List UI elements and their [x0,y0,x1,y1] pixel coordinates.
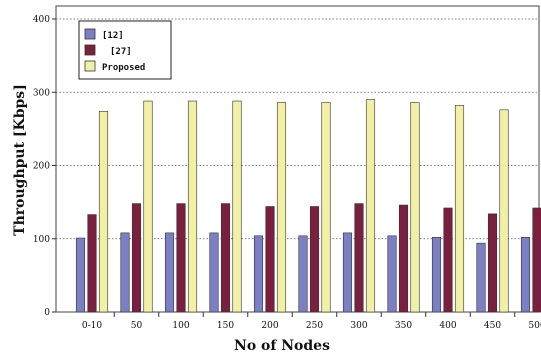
bar-proposed-450 [499,109,509,313]
bar-12-100 [164,232,175,313]
legend-swatch-12 [84,28,96,40]
bar-12-400 [431,236,442,313]
bar-proposed-150 [232,100,242,313]
bar-27-50 [131,203,142,313]
legend-label-12: [12] [102,31,124,41]
bar-12-50 [120,232,130,313]
y-tick-label-0: 0 [44,308,50,318]
bar-proposed-200 [276,102,287,313]
bar-27-150 [220,203,231,313]
bar-proposed-350 [410,102,420,313]
legend: [12] [27] Proposed [78,20,172,80]
y-axis-title: Throughput [Kbps] [12,84,28,236]
x-tick-label-200: 200 [261,321,278,331]
bar-12-150 [209,232,219,313]
y-tick-label-400: 400 [33,15,50,25]
bar-12-300 [342,232,353,313]
bar-proposed-100 [187,100,198,313]
bar-proposed-50 [143,100,153,313]
bar-proposed-0-10 [98,110,109,313]
bar-27-350 [398,204,409,313]
bar-12-250 [298,235,308,313]
bar-proposed-250 [321,102,331,313]
bar-27-250 [309,206,320,313]
x-tick-label-300: 300 [350,321,367,331]
x-axis-title: No of Nodes [234,338,330,354]
x-tick-label-450: 450 [484,321,501,331]
bar-27-0-10 [87,214,97,313]
bar-27-100 [176,203,186,313]
x-tick-label-500: 500 [528,321,541,331]
legend-label-proposed: Proposed [102,63,145,73]
legend-swatch-proposed [84,60,96,72]
bar-27-200 [265,206,275,313]
legend-swatch-27 [84,44,96,56]
x-tick-label-100: 100 [172,321,189,331]
x-tick-label-350: 350 [395,321,412,331]
bar-proposed-300 [365,99,376,313]
bar-12-350 [387,235,397,313]
x-tick-label-150: 150 [217,321,234,331]
bar-12-200 [253,235,264,313]
legend-label-27: [27] [110,47,132,57]
bar-27-300 [354,203,364,313]
y-axis-ticks: 0 100 200 300 400 [33,15,56,318]
bars [75,99,541,313]
bar-27-450 [487,213,498,313]
x-tick-label-250: 250 [306,321,323,331]
bar-27-400 [443,207,453,313]
y-tick-label-100: 100 [33,235,50,245]
bar-27-500 [532,207,541,313]
x-tick-label-50: 50 [131,321,143,331]
bar-12-0-10 [75,237,86,313]
x-axis-ticks: 0-10 50 100 150 200 250 300 350 400 450 500 [82,312,541,331]
bar-12-500 [520,236,531,313]
x-tick-label-0-10: 0-10 [82,321,102,331]
bar-proposed-400 [454,105,465,313]
y-tick-label-300: 300 [33,88,50,98]
bar-12-450 [476,242,486,313]
x-tick-label-400: 400 [439,321,456,331]
y-tick-label-200: 200 [33,162,50,172]
